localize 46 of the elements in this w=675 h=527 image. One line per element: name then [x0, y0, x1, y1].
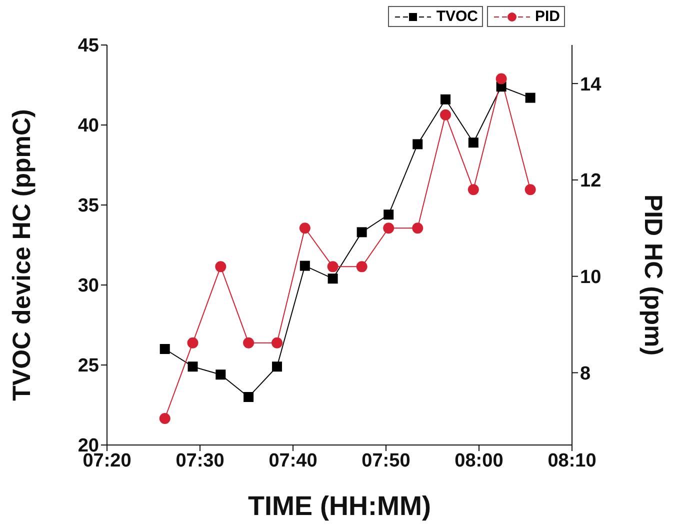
point — [299, 222, 310, 234]
point — [159, 412, 170, 424]
point — [216, 370, 226, 380]
legend-label: PID — [534, 8, 560, 25]
point — [383, 222, 394, 234]
point — [187, 337, 198, 348]
point — [215, 261, 226, 272]
x-tick-label: 08:00 — [454, 450, 504, 472]
point — [440, 109, 452, 120]
point — [160, 344, 170, 354]
point — [327, 261, 338, 272]
y2-tick-label: 10 — [580, 267, 602, 288]
point — [244, 392, 254, 402]
x-tick-label: 08:10 — [548, 450, 596, 472]
point — [188, 362, 198, 372]
point — [468, 184, 479, 196]
legend-label: TVOC — [436, 8, 478, 25]
point — [468, 138, 478, 148]
y2-axis-title: PID HC (ppm) — [639, 194, 668, 356]
point — [440, 94, 451, 104]
point — [384, 210, 394, 220]
point — [524, 184, 536, 196]
point — [300, 260, 310, 271]
point — [412, 222, 424, 234]
y-tick-label: 45 — [78, 36, 100, 57]
y2-tick-label: 14 — [580, 74, 602, 96]
y-tick-label: 40 — [78, 116, 99, 137]
point — [496, 73, 507, 84]
y2-tick-label: 12 — [580, 170, 602, 192]
point — [272, 337, 283, 348]
x-tick-label: 07:40 — [268, 450, 318, 472]
point — [356, 261, 368, 272]
y-tick-label: 35 — [78, 196, 100, 217]
y-tick-label: 25 — [78, 356, 100, 377]
point — [243, 337, 254, 348]
point — [356, 227, 367, 238]
point — [272, 362, 282, 372]
y-axis-title: TVOC device HC (ppmC) — [8, 109, 36, 401]
x-tick-label: 07:50 — [362, 450, 410, 472]
x-axis-title: TIME (HH:MM) — [248, 491, 431, 521]
y2-tick-label: 8 — [580, 363, 591, 384]
point — [525, 92, 536, 103]
point — [412, 139, 423, 150]
point — [328, 274, 338, 284]
y-tick-label: 30 — [78, 276, 99, 297]
x-tick-label: 07:30 — [176, 450, 224, 472]
